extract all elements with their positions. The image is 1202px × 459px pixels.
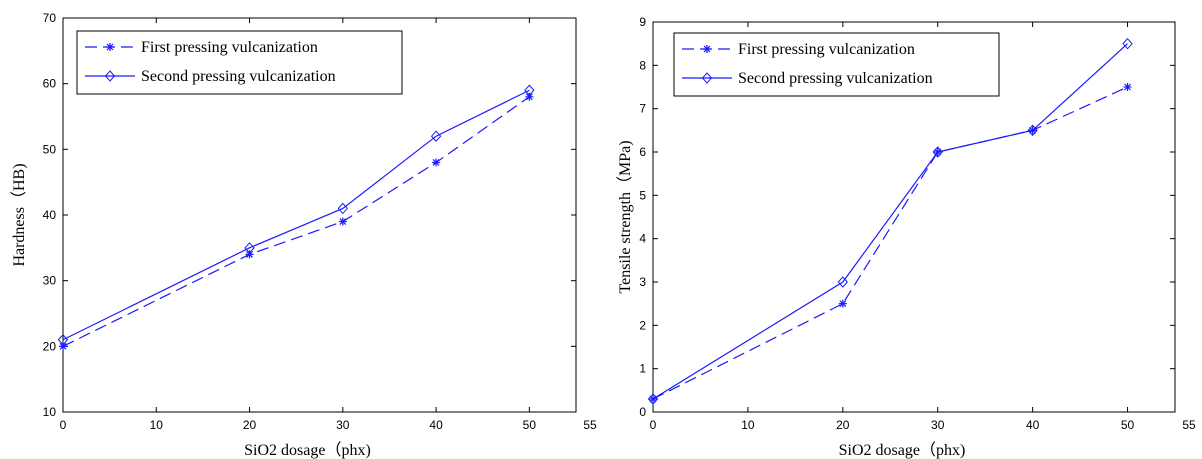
- legend-label: Second pressing vulcanization: [738, 70, 933, 87]
- series-line-1: [652, 86, 1128, 400]
- x-tick-label: 10: [741, 418, 755, 432]
- y-tick-label: 20: [43, 339, 57, 353]
- y-tick-label: 30: [43, 274, 57, 288]
- y-tick-label: 9: [639, 15, 646, 29]
- data-point-asterisk: [245, 250, 254, 259]
- data-point-asterisk: [432, 158, 441, 167]
- y-tick-label: 70: [43, 11, 57, 25]
- x-tick-label: 50: [523, 418, 537, 432]
- x-tick-label: 55: [583, 418, 597, 432]
- x-tick-label: 0: [60, 418, 67, 432]
- x-tick-label: 55: [1182, 418, 1196, 432]
- y-tick-label: 6: [639, 145, 646, 159]
- y-tick-label: 7: [639, 102, 646, 116]
- x-tick-label: 40: [1026, 418, 1040, 432]
- y-tick-label: 8: [639, 58, 646, 72]
- x-axis-label: SiO2 dosage（phx): [839, 441, 966, 459]
- data-point-diamond: [1027, 124, 1038, 137]
- y-tick-label: 10: [43, 405, 57, 419]
- data-point-diamond: [1122, 37, 1133, 50]
- data-point-diamond: [647, 393, 659, 405]
- data-point-asterisk: [525, 92, 534, 101]
- x-tick-label: 30: [336, 418, 350, 432]
- x-tick-label: 20: [243, 418, 257, 432]
- legend-box: [673, 32, 1000, 97]
- x-tick-label: 10: [150, 418, 164, 432]
- y-tick-label: 2: [639, 318, 646, 332]
- legend-label: First pressing vulcanization: [738, 41, 915, 58]
- legend-marker-asterisk: [106, 43, 114, 51]
- data-point-diamond: [524, 84, 535, 96]
- data-point-diamond: [430, 130, 442, 142]
- legend: First pressing vulcanization Second press…: [673, 32, 1000, 97]
- x-tick-label: 20: [836, 418, 850, 432]
- legend-marker-diamond: [701, 72, 713, 84]
- y-axis-label: Hardness（HB): [10, 163, 28, 266]
- series-line-2: [652, 43, 1128, 400]
- y-axis-label: Tensile strength（MPa): [616, 140, 634, 293]
- x-tick-label: 30: [931, 418, 945, 432]
- legend: First pressing vulcanization Second press…: [76, 30, 403, 95]
- y-tick-label: 5: [639, 188, 646, 202]
- data-point-diamond: [244, 242, 255, 254]
- y-tick-label: 40: [43, 208, 57, 222]
- data-point-diamond: [837, 276, 848, 288]
- x-axis-label: SiO2 dosage（phx): [244, 441, 371, 459]
- y-tick-label: 0: [639, 405, 646, 419]
- legend-marker-asterisk: [703, 45, 711, 53]
- legend-marker-diamond: [104, 70, 116, 82]
- y-tick-label: 4: [639, 232, 646, 246]
- x-tick-label: 50: [1121, 418, 1135, 432]
- y-tick-label: 60: [43, 77, 57, 91]
- x-tick-label: 0: [650, 418, 657, 432]
- data-point-diamond: [337, 202, 348, 215]
- data-point-asterisk: [338, 217, 347, 226]
- legend-label: First pressing vulcanization: [141, 39, 318, 56]
- data-point-asterisk: [1123, 83, 1132, 91]
- data-point-diamond: [932, 146, 943, 158]
- y-tick-label: 3: [639, 275, 646, 289]
- data-point-asterisk: [838, 299, 847, 308]
- legend-box: [76, 30, 403, 95]
- legend-label: Second pressing vulcanization: [141, 68, 336, 85]
- chart-2: 0 10 20 30 40 50 55 0 1 2 3 4 5 6 7 8 9 SiO2 dosage（phx) T…: [616, 15, 1196, 459]
- series-line-2: [62, 89, 530, 341]
- data-point-asterisk: [59, 342, 67, 351]
- x-tick-label: 40: [429, 418, 443, 432]
- data-point-diamond: [57, 334, 69, 346]
- y-tick-label: 50: [43, 142, 57, 156]
- y-tick-label: 1: [639, 362, 646, 376]
